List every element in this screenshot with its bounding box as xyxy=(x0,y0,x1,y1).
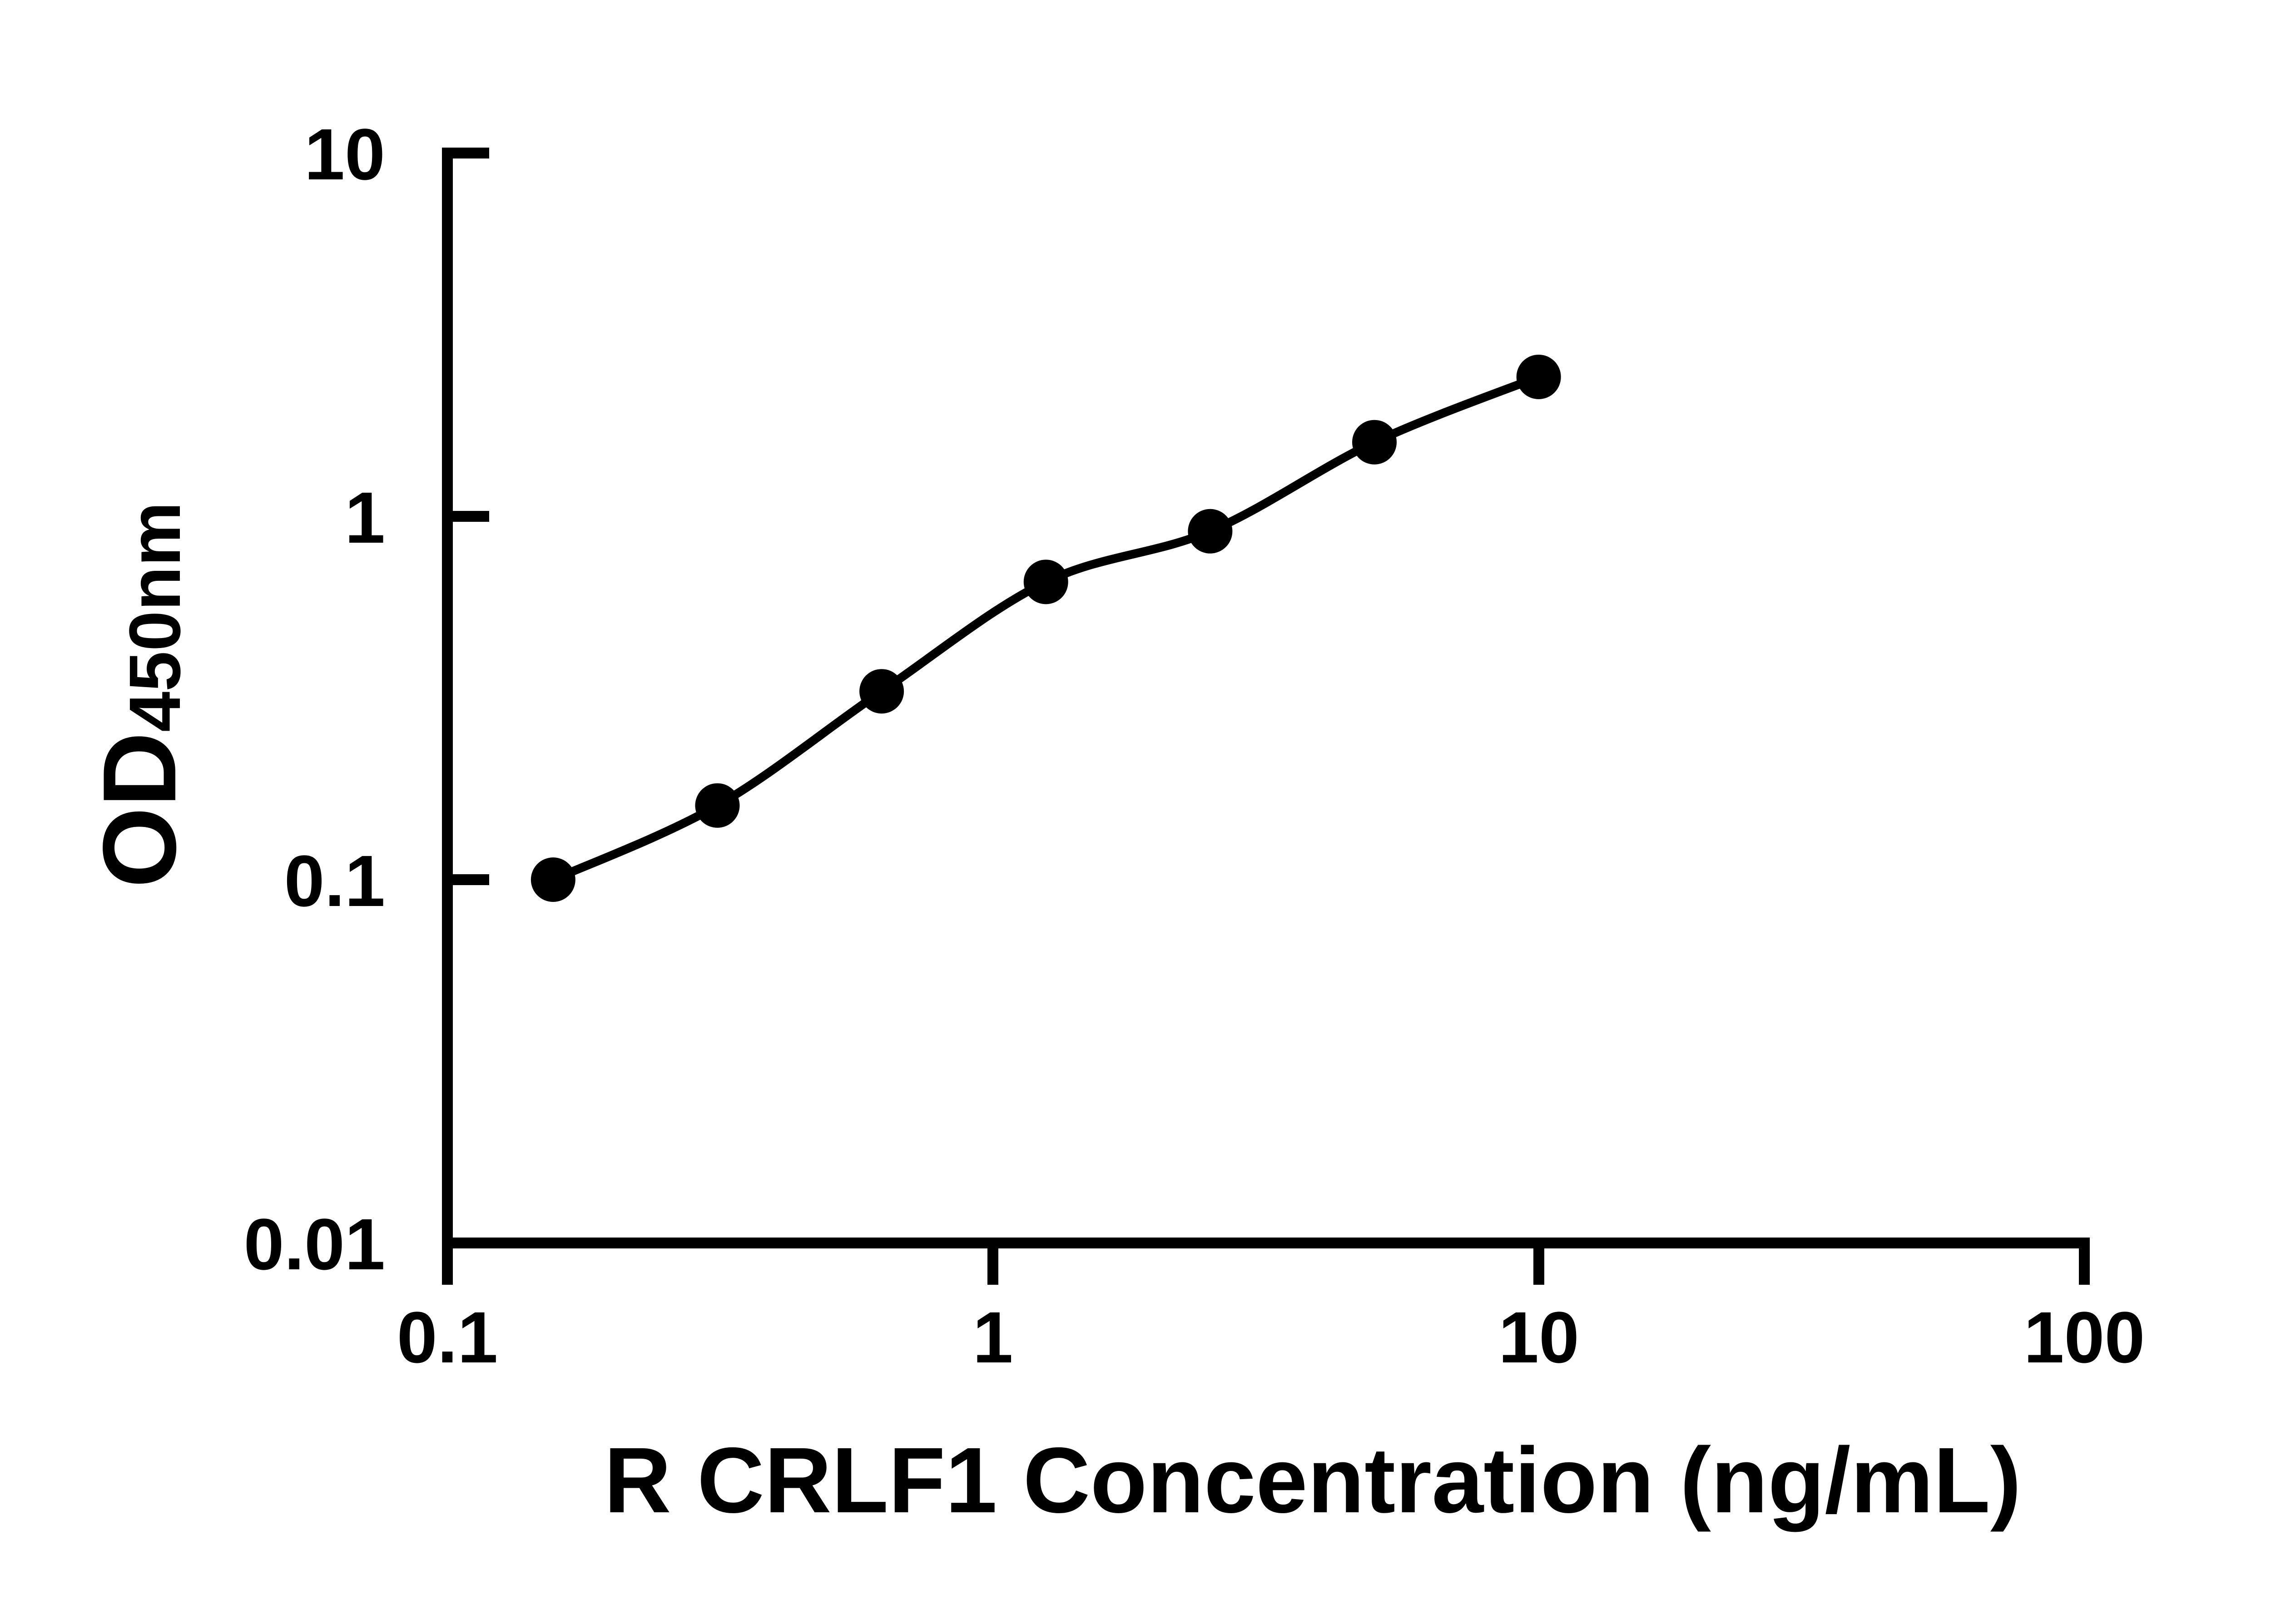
svg-text:0.1: 0.1 xyxy=(284,840,385,921)
svg-text:0.1: 0.1 xyxy=(397,1297,498,1378)
svg-text:10: 10 xyxy=(1498,1297,1579,1378)
svg-text:0.01: 0.01 xyxy=(244,1203,385,1285)
svg-text:1: 1 xyxy=(973,1297,1013,1378)
svg-text:1: 1 xyxy=(345,477,385,558)
svg-text:R CRLF1 Concentration (ng/mL): R CRLF1 Concentration (ng/mL) xyxy=(604,1428,2021,1532)
svg-text:10: 10 xyxy=(304,114,385,195)
svg-text:100: 100 xyxy=(2024,1297,2145,1378)
